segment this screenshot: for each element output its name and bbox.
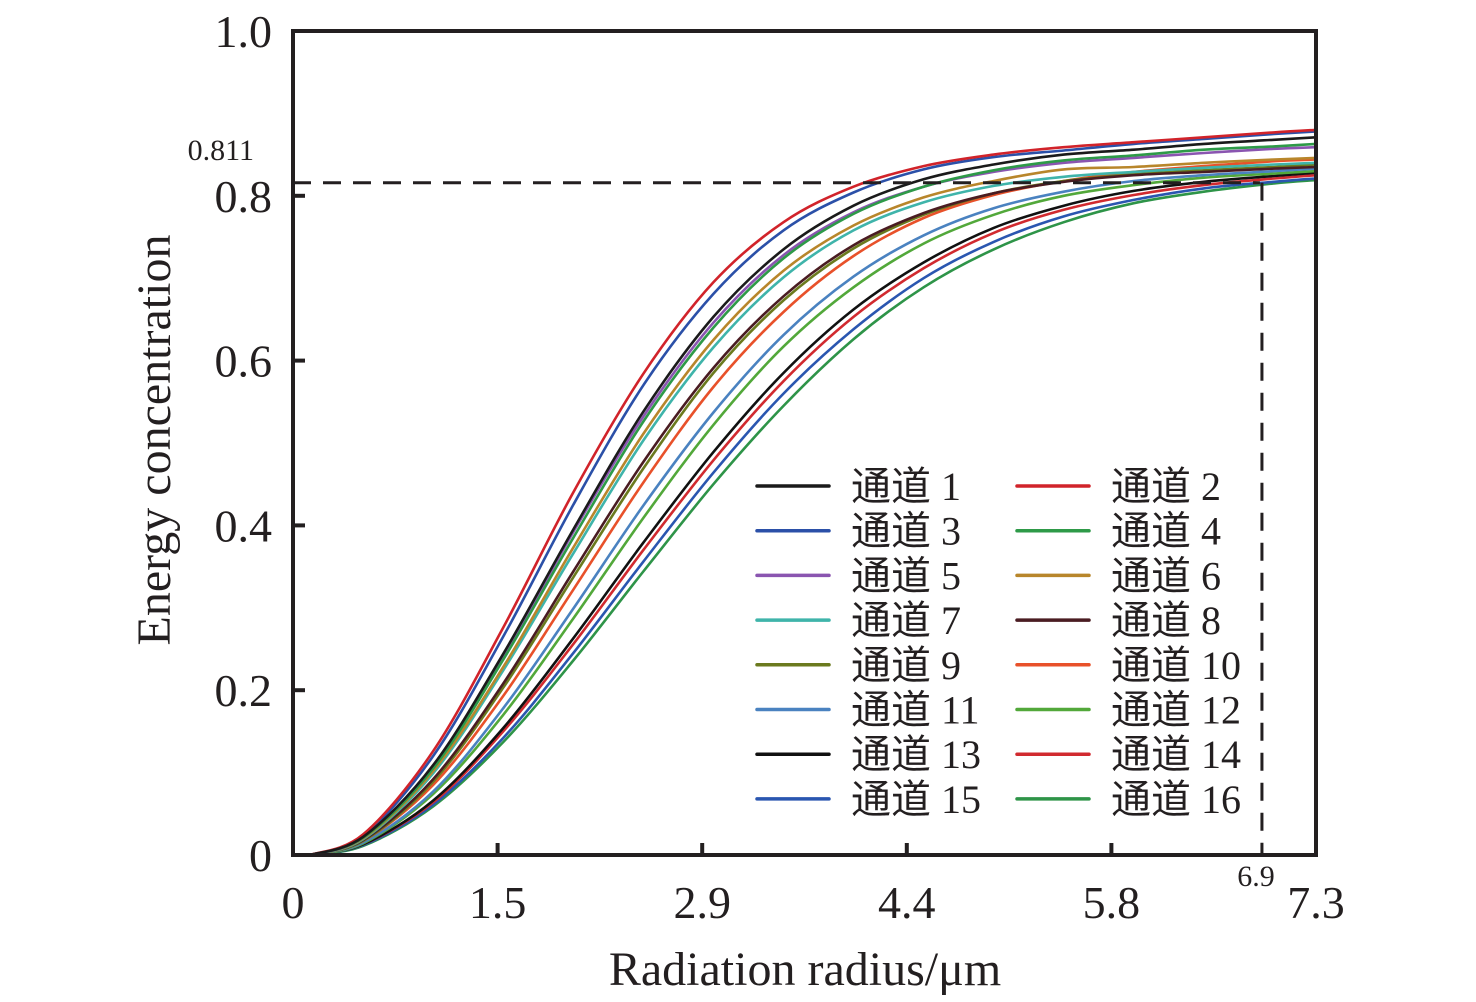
plot-frame: [291, 29, 1318, 857]
legend-item-通道-6: 通道 6: [1015, 553, 1221, 598]
legend-item-通道-15: 通道 15: [755, 777, 981, 822]
series-line-通道-14: [308, 173, 1318, 857]
y-tick-label: 0.2: [215, 665, 273, 716]
x-tick-label: 7.3: [1287, 877, 1345, 928]
reference-lines: [293, 181, 1264, 855]
x-tick-label: 1.5: [469, 877, 527, 928]
legend-item-通道-14: 通道 14: [1015, 732, 1241, 777]
series-line-通道-13: [308, 171, 1318, 857]
y-tick-label: 0.8: [215, 171, 273, 222]
legend-item-通道-4: 通道 4: [1015, 509, 1221, 554]
legend-label: 通道 7: [851, 598, 961, 643]
legend-label: 通道 1: [851, 464, 961, 509]
legend-label: 通道 3: [851, 509, 961, 554]
legend-item-通道-13: 通道 13: [755, 732, 981, 777]
annotation-label-x: 6.9: [1237, 860, 1275, 893]
legend-item-通道-7: 通道 7: [755, 598, 961, 643]
x-axis-title: Radiation radius/μm: [609, 943, 1001, 996]
legend-label: 通道 14: [1111, 732, 1241, 777]
series-line-通道-2: [308, 128, 1318, 857]
legend-label: 通道 5: [851, 553, 961, 598]
legend-label: 通道 13: [851, 732, 981, 777]
legend-item-通道-8: 通道 8: [1015, 598, 1221, 643]
legend-item-通道-5: 通道 5: [755, 553, 961, 598]
y-tick-label: 0: [249, 830, 272, 881]
legend-label: 通道 16: [1111, 777, 1241, 822]
legend-item-通道-1: 通道 1: [755, 464, 961, 509]
x-tick-label: 4.4: [878, 877, 936, 928]
y-tick-label: 1.0: [215, 6, 273, 57]
legend-item-通道-3: 通道 3: [755, 509, 961, 554]
legend-item-通道-10: 通道 10: [1015, 643, 1241, 688]
legend-item-通道-11: 通道 11: [755, 688, 980, 733]
x-tick-label: 5.8: [1083, 877, 1141, 928]
series-line-通道-1: [308, 136, 1318, 857]
legend-label: 通道 15: [851, 777, 981, 822]
series-line-通道-4: [308, 142, 1318, 857]
axis-ticks: [293, 193, 1114, 855]
legend-item-通道-9: 通道 9: [755, 643, 961, 688]
legend-item-通道-2: 通道 2: [1015, 464, 1221, 509]
x-tick-labels: 0 1.5 2.9 4.4 5.8 7.3: [282, 877, 1345, 928]
legend-item-通道-16: 通道 16: [1015, 777, 1241, 822]
y-tick-label: 0.6: [215, 336, 273, 387]
legend-label: 通道 10: [1111, 643, 1241, 688]
series-line-通道-7: [308, 161, 1318, 857]
y-tick-labels: 0 0.2 0.4 0.6 0.8 1.0: [215, 6, 273, 881]
series-line-通道-16: [308, 178, 1318, 857]
legend-label: 通道 4: [1111, 509, 1221, 554]
series-line-通道-8: [308, 165, 1318, 857]
series-line-通道-6: [308, 156, 1318, 857]
annotation-labels: 0.811 6.9: [188, 134, 1275, 893]
y-axis-title: Energy concentration: [128, 235, 181, 646]
legend-label: 通道 6: [1111, 553, 1221, 598]
annotation-label-y: 0.811: [188, 134, 254, 167]
x-tick-label: 2.9: [673, 877, 731, 928]
legend: 通道 1 通道 2通道 3 通道 4通道 5 通道 6通道 7 通道 8通道 9 通道 1…: [755, 464, 1241, 822]
legend-item-通道-12: 通道 12: [1015, 688, 1241, 733]
series-line-通道-15: [308, 177, 1318, 857]
legend-label: 通道 11: [851, 688, 980, 733]
legend-label: 通道 9: [851, 643, 961, 688]
curves-layer: [308, 128, 1318, 857]
series-line-通道-3: [308, 130, 1318, 857]
legend-label: 通道 8: [1111, 598, 1221, 643]
legend-label: 通道 2: [1111, 464, 1221, 509]
x-tick-label: 0: [282, 877, 305, 928]
y-tick-label: 0.4: [215, 500, 273, 551]
series-line-通道-11: [308, 167, 1318, 857]
legend-label: 通道 12: [1111, 688, 1241, 733]
